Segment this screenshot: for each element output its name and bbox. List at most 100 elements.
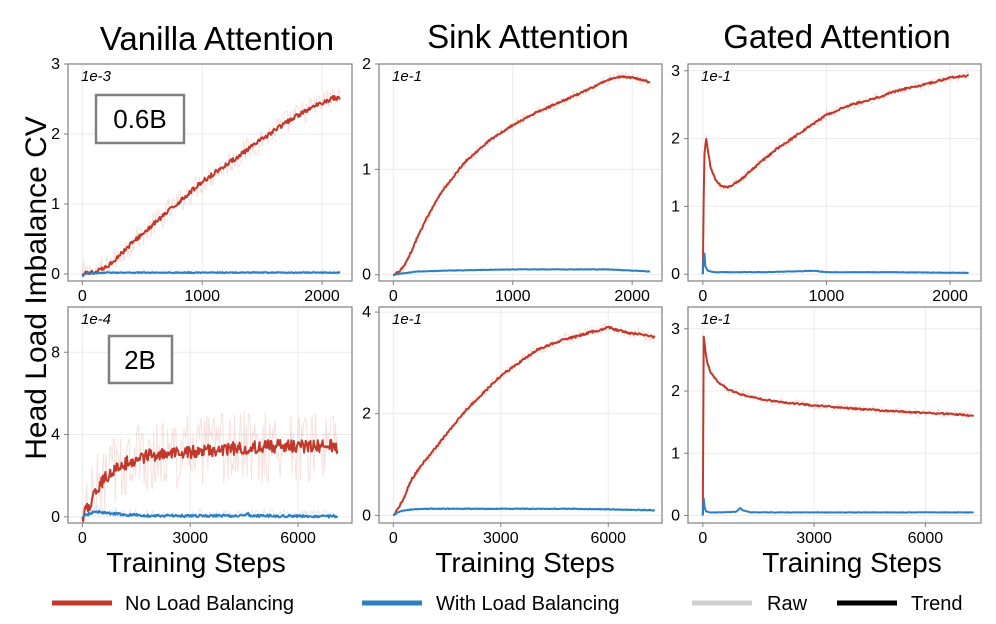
y-tick-label: 1	[671, 198, 680, 215]
panel-sink-2b: 0 3000 6000 0 2 4 1e-1	[362, 304, 663, 547]
y-tick-label: 0	[362, 267, 371, 284]
plot-frame	[687, 63, 982, 282]
y-tick-label: 3	[51, 56, 60, 73]
x-tick-label: 0	[698, 288, 707, 305]
plot-background	[688, 307, 981, 523]
plot-curves	[81, 87, 341, 277]
y-tick-label: 0	[362, 507, 371, 524]
x-tick-label: 0	[389, 530, 398, 547]
scale-multiplier-label: 1e-4	[81, 311, 111, 328]
scale-multiplier-label: 1e-1	[392, 68, 422, 85]
model-size-box-0.6b: 0.6B	[94, 93, 186, 145]
column-title-vanilla: Vanilla Attention	[100, 20, 334, 57]
plot-background	[379, 307, 662, 523]
y-tick-label: 4	[362, 304, 371, 321]
y-tick-label: 3	[671, 63, 680, 80]
x-axis-label-gated: Training Steps	[762, 547, 942, 578]
legend-label-raw: Raw	[767, 593, 808, 615]
x-tick-label: 1000	[495, 288, 531, 305]
legend-label-trend: Trend	[911, 593, 963, 615]
model-size-label: 0.6B	[113, 104, 167, 134]
y-tick-label: 0	[671, 508, 680, 525]
trend-line-no-load-balancing	[81, 94, 341, 277]
plot-curves	[701, 70, 970, 275]
x-tick-label: 0	[78, 530, 87, 547]
trend-line-no-load-balancing	[392, 75, 651, 277]
trend-line-no-load-balancing	[701, 335, 975, 516]
y-tick-label: 1	[671, 445, 680, 462]
legend-label-with-lb: With Load Balancing	[436, 593, 619, 615]
plot-frame	[687, 306, 982, 524]
trend-line-with-load-balancing	[82, 509, 339, 519]
plot-frame	[67, 306, 353, 524]
scale-multiplier-label: 1e-1	[701, 311, 731, 328]
x-tick-label: 0	[78, 288, 87, 305]
panel-sink-0.6b: 0 1000 2000 0 1 2 1e-1	[362, 56, 663, 305]
x-tick-label: 0	[389, 288, 398, 305]
x-tick-label: 1000	[809, 288, 845, 305]
x-tick-label: 3000	[483, 530, 519, 547]
plot-curves	[392, 322, 656, 517]
y-tick-label: 3	[671, 321, 680, 338]
plot-curves	[81, 411, 339, 523]
trend-line-with-load-balancing	[82, 271, 341, 276]
plot-frame	[378, 63, 663, 282]
trend-line-with-load-balancing	[393, 268, 651, 276]
y-axis-label: Head Load Imbalance CV	[20, 116, 53, 460]
legend-label-no-lb: No Load Balancing	[125, 593, 294, 615]
x-tick-label: 2000	[932, 288, 968, 305]
y-tick-label: 2	[362, 56, 371, 73]
column-title-gated: Gated Attention	[723, 18, 951, 55]
x-tick-label: 1000	[184, 288, 220, 305]
raw-line-with-load-balancing	[82, 504, 338, 519]
y-tick-label: 8	[51, 344, 60, 361]
trend-line-no-load-balancing	[393, 325, 656, 517]
scale-multiplier-label: 1e-1	[701, 68, 731, 85]
scale-multiplier-label: 1e-1	[392, 311, 422, 328]
x-tick-label: 6000	[590, 530, 626, 547]
y-tick-label: 1	[362, 161, 371, 178]
scale-multiplier-label: 1e-3	[81, 68, 112, 85]
trend-line-no-load-balancing	[701, 73, 970, 275]
plot-background	[379, 64, 662, 281]
y-tick-label: 0	[671, 266, 680, 283]
x-tick-label: 6000	[280, 530, 316, 547]
column-title-sink: Sink Attention	[427, 18, 629, 55]
y-tick-label: 2	[671, 383, 680, 400]
legend: No Load Balancing With Load Balancing Ra…	[52, 593, 963, 615]
model-size-frame	[94, 93, 186, 145]
plot-curves	[701, 335, 975, 516]
x-tick-label: 2000	[304, 288, 340, 305]
panel-vanilla-2b: 0 3000 6000 0 4 8 1e-4	[51, 306, 353, 547]
trend-line-with-load-balancing	[392, 507, 656, 517]
panel-gated-0.6b: 0 1000 2000 0 1 2 3 1e-1	[671, 63, 982, 305]
plot-frame	[67, 63, 353, 282]
trend-line-no-load-balancing	[81, 438, 339, 523]
x-axis-label-sink: Training Steps	[435, 547, 615, 578]
panel-gated-2b: 0 3000 6000 0 1 2 3 1e-1	[671, 306, 982, 547]
y-tick-label: 4	[51, 427, 60, 444]
plot-frame	[378, 306, 663, 524]
trend-line-with-load-balancing	[701, 252, 969, 275]
x-tick-label: 2000	[614, 288, 650, 305]
x-axis-label-vanilla: Training Steps	[106, 547, 286, 578]
model-size-label: 2B	[124, 345, 156, 375]
y-tick-label: 2	[51, 126, 60, 143]
y-tick-label: 2	[362, 406, 371, 423]
y-tick-label: 0	[51, 266, 60, 283]
y-tick-label: 1	[51, 196, 60, 213]
x-tick-label: 6000	[908, 530, 944, 547]
model-size-frame	[107, 334, 174, 385]
x-tick-label: 0	[698, 530, 707, 547]
y-tick-label: 2	[671, 131, 680, 148]
raw-line-no-load-balancing	[81, 411, 339, 517]
model-size-box-2b: 2B	[107, 334, 174, 385]
x-tick-label: 3000	[796, 530, 832, 547]
x-tick-label: 3000	[172, 530, 208, 547]
trend-line-with-load-balancing	[701, 497, 974, 516]
plot-background	[688, 64, 981, 281]
y-tick-label: 0	[51, 509, 60, 526]
panel-vanilla-0.6b: 0 1000 2000 0 1 2 3 1e-3	[51, 56, 353, 305]
plot-curves	[392, 70, 651, 277]
